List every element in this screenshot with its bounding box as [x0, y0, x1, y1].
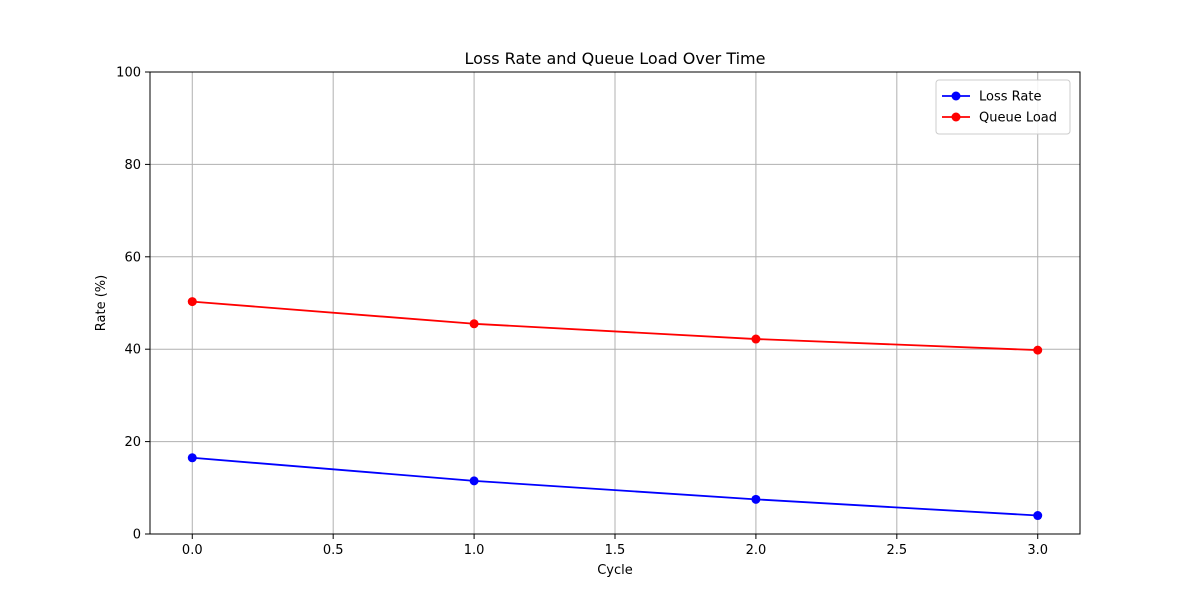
queue-load-point: [469, 319, 479, 329]
queue-load-line: [192, 300, 1038, 352]
legend-queue-load-label: Queue Load: [979, 111, 1057, 126]
x-tick-label: 2.5: [886, 543, 907, 558]
loss-rate-line: [192, 456, 1038, 517]
legend-loss-rate-swatch-marker: [951, 91, 961, 101]
y-tick-label: 20: [124, 435, 141, 450]
axis-ticks: 0.0 0.5 1.0 1.5 2.0 2.5 3.0 0 20 40 60 80 100: [116, 66, 1048, 559]
y-axis-label: Rate (%): [94, 275, 109, 331]
y-tick-label: 40: [124, 343, 141, 358]
y-tick-label: 80: [124, 158, 141, 173]
y-tick-label: 0: [133, 528, 141, 543]
y-tick-label: 60: [124, 250, 141, 265]
x-tick-label: 2.0: [746, 543, 767, 558]
x-tick-label: 1.0: [464, 543, 485, 558]
legend-box: [935, 79, 1071, 135]
legend-loss-rate-label: Loss Rate: [979, 90, 1041, 105]
x-tick-label: 0.5: [323, 543, 344, 558]
legend: Loss Rate Queue Load: [935, 79, 1071, 135]
loss-rate-point: [187, 453, 197, 463]
x-tick-label: 1.5: [605, 543, 626, 558]
y-tick-label: 100: [116, 66, 141, 81]
x-tick-label: 0.0: [182, 543, 203, 558]
loss-rate-point: [469, 476, 479, 486]
x-axis-label: Cycle: [597, 563, 633, 578]
chart-title: Loss Rate and Queue Load Over Time: [465, 49, 766, 68]
queue-load-point: [187, 297, 197, 307]
series-layer: [187, 297, 1043, 521]
queue-load-point: [751, 334, 761, 344]
x-tick-label: 3.0: [1027, 543, 1048, 558]
queue-load-point: [1033, 345, 1043, 355]
loss-rate-point: [751, 494, 761, 504]
loss-rate-point: [1033, 511, 1043, 521]
legend-queue-load-swatch-marker: [951, 112, 961, 122]
